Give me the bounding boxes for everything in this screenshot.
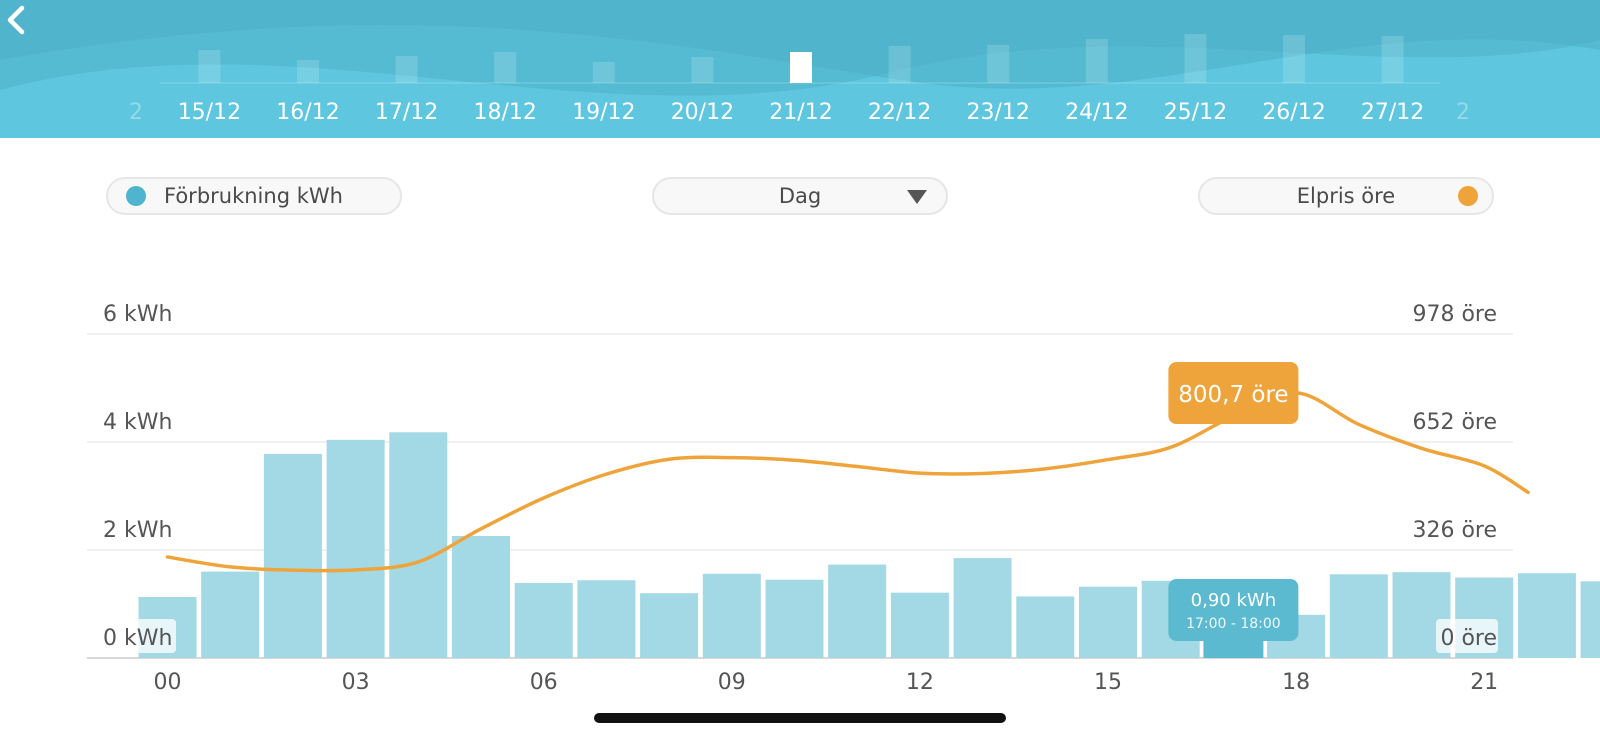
- date-mini-bar[interactable]: [1381, 36, 1404, 83]
- consumption-bar[interactable]: [1580, 581, 1600, 658]
- date-label[interactable]: 18/12: [473, 100, 536, 125]
- dropdown-triangle-icon: [907, 190, 927, 204]
- consumption-bar[interactable]: [765, 579, 824, 658]
- date-label[interactable]: 27/12: [1361, 100, 1424, 125]
- date-label[interactable]: 25/12: [1164, 100, 1227, 125]
- date-mini-bar[interactable]: [494, 52, 517, 83]
- header-wave: [0, 0, 1600, 89]
- date-label[interactable]: 2: [1456, 100, 1470, 125]
- x-tick-label: 12: [906, 670, 934, 695]
- date-label[interactable]: 26/12: [1262, 100, 1325, 125]
- consumption-tooltip: [1168, 579, 1299, 641]
- date-mini-bar[interactable]: [198, 50, 221, 83]
- consumption-bar[interactable]: [452, 535, 510, 658]
- date-label[interactable]: 19/12: [572, 100, 635, 125]
- date-label[interactable]: 20/12: [671, 100, 734, 125]
- x-tick-label: 21: [1470, 670, 1498, 695]
- consumption-bar[interactable]: [890, 592, 949, 658]
- consumption-bar[interactable]: [1517, 573, 1576, 658]
- price-legend-toggle[interactable]: Elpris öre: [1198, 177, 1494, 215]
- header-wave: [0, 0, 1600, 96]
- home-indicator: [594, 713, 1006, 723]
- y-right-tick-label: 326 öre: [1412, 518, 1497, 543]
- consumption-bar[interactable]: [1079, 586, 1137, 658]
- consumption-legend-label: Förbrukning kWh: [164, 184, 343, 208]
- y-right-tick-label: 652 öre: [1412, 410, 1497, 435]
- date-mini-bar[interactable]: [592, 62, 615, 83]
- x-tick-label: 18: [1282, 670, 1310, 695]
- date-label[interactable]: 17/12: [375, 100, 438, 125]
- x-tick-label: 00: [154, 670, 182, 695]
- consumption-bar[interactable]: [640, 593, 699, 658]
- back-arrow-icon[interactable]: [0, 0, 36, 40]
- date-mini-bar[interactable]: [395, 56, 418, 83]
- date-navigator: 2 15/12 16/12 17/12 18/12 19/12 20/12 21/12 22/1…: [0, 0, 1600, 138]
- price-dot-icon: [1458, 186, 1478, 206]
- consumption-bar[interactable]: [577, 580, 636, 658]
- date-label[interactable]: 23/12: [966, 100, 1029, 125]
- consumption-bar[interactable]: [514, 582, 573, 658]
- date-mini-bar[interactable]: [1184, 34, 1207, 83]
- consumption-bar[interactable]: [326, 439, 385, 658]
- consumption-bar[interactable]: [1016, 596, 1075, 658]
- date-mini-bar[interactable]: [297, 60, 319, 83]
- consumption-dot-icon: [126, 186, 146, 206]
- y-left-tick-label: 0 kWh: [103, 626, 172, 651]
- date-label[interactable]: 2: [129, 100, 143, 125]
- consumption-bar[interactable]: [702, 573, 761, 658]
- date-label[interactable]: 22/12: [868, 100, 931, 125]
- date-mini-bar-selected[interactable]: [790, 52, 812, 83]
- period-dropdown-label: Dag: [778, 184, 822, 208]
- axis-label-backdrop: [1436, 619, 1498, 653]
- date-label[interactable]: 24/12: [1065, 100, 1128, 125]
- date-mini-bar[interactable]: [1283, 35, 1305, 83]
- consumption-legend-toggle[interactable]: Förbrukning kWh: [106, 177, 402, 215]
- consumption-tooltip-value: 0,90 kWh: [1191, 590, 1276, 611]
- period-dropdown[interactable]: Dag: [652, 177, 948, 215]
- x-tick-label: 09: [718, 670, 746, 695]
- y-right-tick-label: 0 öre: [1440, 626, 1497, 651]
- y-left-tick-label: 6 kWh: [103, 302, 172, 327]
- date-mini-bar[interactable]: [1085, 39, 1108, 83]
- price-line[interactable]: [165, 390, 1530, 573]
- consumption-bar[interactable]: [1329, 574, 1388, 658]
- price-tooltip: [1168, 362, 1299, 424]
- axis-label-backdrop: [100, 619, 176, 653]
- y-right-tick-label: 978 öre: [1412, 302, 1497, 327]
- selected-bar-highlight: [1203, 640, 1264, 658]
- date-mini-bar[interactable]: [888, 46, 911, 83]
- date-strip: 2 15/12 16/12 17/12 18/12 19/12 20/12 21/12 22/1…: [0, 0, 1600, 138]
- price-tooltip-text: 800,7 öre: [1178, 382, 1288, 408]
- consumption-bar[interactable]: [201, 571, 260, 658]
- consumption-bar[interactable]: [828, 564, 887, 658]
- date-mini-bar[interactable]: [987, 45, 1010, 83]
- x-tick-label: 03: [342, 670, 370, 695]
- x-tick-label: 06: [530, 670, 558, 695]
- date-mini-bar[interactable]: [691, 57, 714, 83]
- price-legend-label: Elpris öre: [1296, 184, 1396, 208]
- consumption-bar[interactable]: [953, 558, 1012, 658]
- consumption-tooltip-range: 17:00 - 18:00: [1186, 616, 1281, 632]
- date-label[interactable]: 16/12: [276, 100, 339, 125]
- date-label[interactable]: 21/12: [769, 100, 832, 125]
- x-tick-label: 15: [1094, 670, 1122, 695]
- consumption-bar[interactable]: [263, 453, 322, 658]
- y-left-tick-label: 2 kWh: [103, 518, 172, 543]
- consumption-bar[interactable]: [389, 432, 448, 658]
- date-label[interactable]: 15/12: [178, 100, 241, 125]
- y-left-tick-label: 4 kWh: [103, 410, 172, 435]
